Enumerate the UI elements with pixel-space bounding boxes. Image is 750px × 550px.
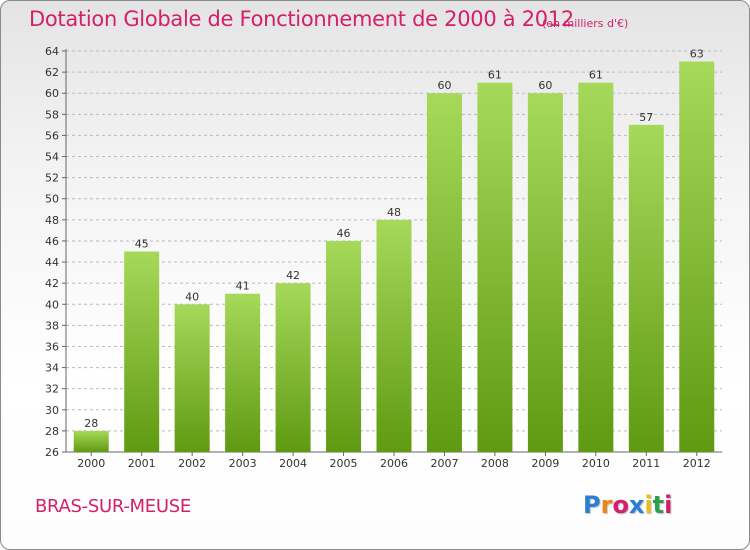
x-tick-label: 2012 xyxy=(683,457,711,470)
data-label-2011: 57 xyxy=(639,111,653,124)
y-tick-label: 52 xyxy=(45,172,59,185)
data-label-2012: 63 xyxy=(690,48,704,61)
logo-letter: t xyxy=(652,491,665,519)
bar-2006 xyxy=(376,219,412,452)
y-tick-label: 46 xyxy=(45,235,59,248)
y-tick-label: 34 xyxy=(45,362,59,375)
bar-2002 xyxy=(174,304,210,452)
x-tick-label: 2011 xyxy=(632,457,660,470)
y-tick-label: 54 xyxy=(45,151,59,164)
y-tick-label: 42 xyxy=(45,277,59,290)
y-tick-label: 64 xyxy=(45,45,59,58)
logo-letter: i xyxy=(644,491,653,519)
bar-2011 xyxy=(628,124,664,453)
x-tick-label: 2007 xyxy=(430,457,458,470)
bar-2004 xyxy=(275,283,311,452)
data-label-2009: 60 xyxy=(538,79,552,92)
data-label-2006: 48 xyxy=(387,206,401,219)
data-label-2007: 60 xyxy=(437,79,451,92)
y-tick-label: 50 xyxy=(45,193,59,206)
y-tick-label: 48 xyxy=(45,214,59,227)
bar-2001 xyxy=(124,251,160,452)
y-tick-label: 30 xyxy=(45,404,59,417)
logo-letter: x xyxy=(628,491,645,519)
y-tick-label: 32 xyxy=(45,383,59,396)
data-label-2004: 42 xyxy=(286,269,300,282)
logo-letter: o xyxy=(612,491,629,519)
x-tick-label: 2004 xyxy=(279,457,307,470)
y-tick-label: 60 xyxy=(45,87,59,100)
x-tick-label: 2009 xyxy=(531,457,559,470)
y-tick-label: 26 xyxy=(45,446,59,459)
data-label-2008: 61 xyxy=(488,69,502,82)
y-tick-label: 36 xyxy=(45,340,59,353)
y-tick-label: 38 xyxy=(45,319,59,332)
x-tick-label: 2000 xyxy=(77,457,105,470)
logo-letter: r xyxy=(600,491,613,519)
chart-title: Dotation Globale de Fonctionnement de 20… xyxy=(29,7,574,31)
x-tick-label: 2003 xyxy=(229,457,257,470)
y-tick-label: 40 xyxy=(45,298,59,311)
proxiti-logo: Proxiti xyxy=(583,491,672,519)
logo-letter: P xyxy=(583,491,601,519)
unit-label: (en milliers d'€) xyxy=(542,17,629,30)
data-label-2010: 61 xyxy=(589,69,603,82)
bar-2012 xyxy=(679,61,715,452)
commune-name: BRAS-SUR-MEUSE xyxy=(35,496,191,517)
bar-2009 xyxy=(527,93,563,453)
data-label-2005: 46 xyxy=(337,227,351,240)
data-label-2001: 45 xyxy=(135,238,149,251)
data-label-2000: 28 xyxy=(84,417,98,430)
x-tick-label: 2006 xyxy=(380,457,408,470)
y-tick-label: 44 xyxy=(45,256,59,269)
bar-2010 xyxy=(578,82,614,452)
y-tick-label: 28 xyxy=(45,425,59,438)
data-labels: 28 45 40 41 42 46 48 60 61 60 61 57 63 xyxy=(84,48,704,430)
data-label-2003: 41 xyxy=(236,280,250,293)
bar-2003 xyxy=(225,293,261,452)
logo-letter: i xyxy=(664,491,673,519)
x-tick-label: 2005 xyxy=(330,457,358,470)
bar-2000 xyxy=(73,430,109,452)
data-label-2002: 40 xyxy=(185,290,199,303)
x-tick-label: 2001 xyxy=(128,457,156,470)
x-tick-label: 2008 xyxy=(481,457,509,470)
y-tick-label: 56 xyxy=(45,129,59,142)
y-tick-label: 62 xyxy=(45,66,59,79)
x-tick-label: 2010 xyxy=(582,457,610,470)
bars xyxy=(73,61,715,453)
x-tick-label: 2002 xyxy=(178,457,206,470)
bar-2007 xyxy=(426,93,462,453)
y-tick-label: 58 xyxy=(45,108,59,121)
bar-2005 xyxy=(326,240,362,452)
bar-2008 xyxy=(477,82,513,452)
